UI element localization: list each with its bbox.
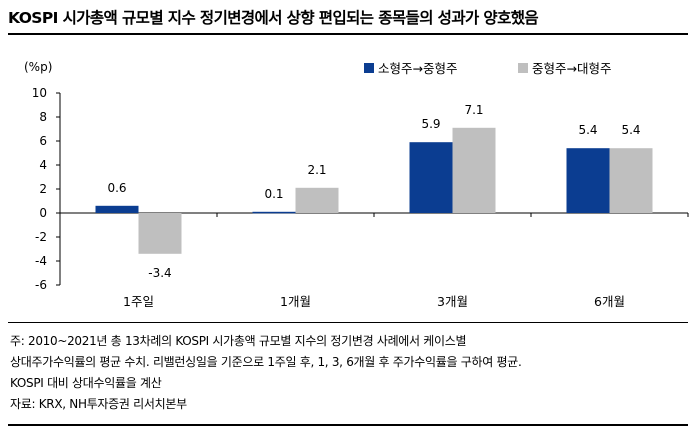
bars	[95, 127, 653, 254]
data-label: 5.4	[621, 123, 640, 137]
y-axis: 10 8 6 4 2 0 -2 -4 -6	[32, 86, 61, 292]
data-label: -3.4	[148, 266, 171, 280]
chart-title: KOSPI 시가총액 규모별 지수 정기변경에서 상향 편입되는 종목들의 성과…	[8, 9, 539, 27]
notes-rule	[8, 322, 688, 323]
legend-swatch	[364, 63, 374, 73]
legend-swatch	[518, 63, 528, 73]
y-tick-label: -4	[35, 254, 47, 268]
value-labels: 0.6 0.1 5.9 5.4 -3.4 2.1 7.1 5.4	[107, 103, 640, 280]
x-tick-label: 1개월	[280, 294, 311, 309]
bar-chart: (%p) 소형주→중형주 중형주→대형주 10 8 6 4 2 0 -2 -4 -6 1주일 1개월…	[24, 60, 689, 309]
note-line-2: 상대주가수익률의 평균 수치. 리밸런싱일을 기준으로 1주일 후, 1, 3,…	[10, 355, 522, 369]
bar-mid-to-large	[452, 127, 496, 213]
data-label: 2.1	[307, 163, 326, 177]
y-tick-label: 8	[39, 110, 47, 124]
data-label: 7.1	[464, 103, 483, 117]
y-tick-label: 4	[39, 158, 47, 172]
legend: 소형주→중형주 중형주→대형주	[364, 61, 611, 76]
bar-small-to-mid	[409, 142, 453, 213]
bar-small-to-mid	[95, 205, 139, 213]
y-tick-label: 10	[32, 86, 47, 100]
bar-mid-to-large	[609, 148, 653, 213]
x-tick-label: 6개월	[594, 294, 625, 309]
y-tick-label: -2	[35, 230, 47, 244]
x-tick-label: 1주일	[123, 294, 154, 309]
legend-label: 소형주→중형주	[378, 61, 457, 76]
x-tick-label: 3개월	[437, 294, 468, 309]
y-tick-label: 6	[39, 134, 47, 148]
bar-mid-to-large	[295, 187, 339, 213]
y-tick-label: 0	[39, 206, 47, 220]
data-label: 0.6	[107, 181, 126, 195]
y-unit-label: (%p)	[24, 60, 52, 74]
bar-small-to-mid	[566, 148, 610, 213]
data-label: 5.4	[578, 123, 597, 137]
note-line-3: KOSPI 대비 상대수익률을 계산	[10, 376, 162, 390]
bar-mid-to-large	[138, 213, 182, 254]
data-label: 5.9	[421, 117, 440, 131]
bar-small-to-mid	[252, 211, 296, 214]
source-line: 자료: KRX, NH투자증권 리서치본부	[10, 397, 187, 411]
legend-label: 중형주→대형주	[532, 61, 611, 76]
note-line-1: 주: 2010~2021년 총 13차례의 KOSPI 시가총액 규모별 지수의…	[10, 334, 467, 348]
y-tick-label: -6	[35, 278, 47, 292]
top-rule	[8, 33, 688, 35]
notes: 주: 2010~2021년 총 13차례의 KOSPI 시가총액 규모별 지수의…	[10, 331, 685, 415]
data-label: 0.1	[264, 187, 283, 201]
bottom-rule	[8, 424, 688, 426]
y-tick-label: 2	[39, 182, 47, 196]
